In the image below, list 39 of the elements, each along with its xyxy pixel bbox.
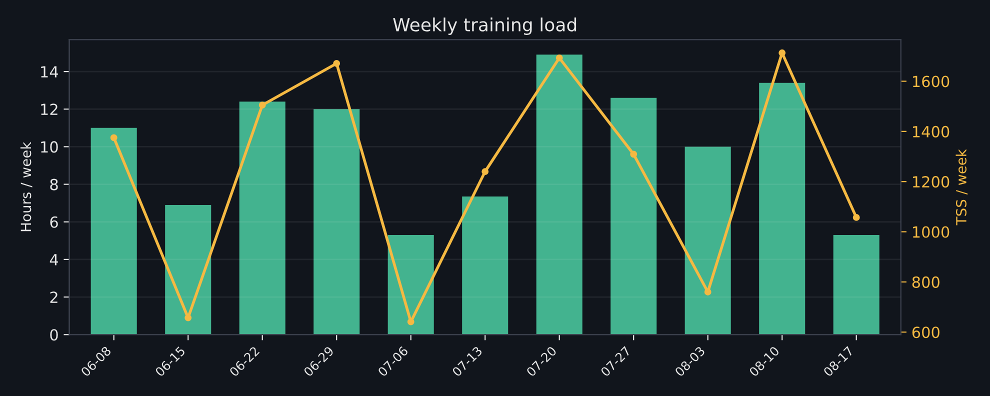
y2-tick-label: 1200	[912, 176, 950, 188]
point	[630, 150, 638, 158]
point	[778, 49, 786, 56]
chart-title: Weekly training load	[393, 18, 576, 36]
point	[704, 288, 712, 296]
point	[852, 214, 860, 221]
bar	[239, 102, 286, 335]
bar	[536, 54, 582, 335]
bar	[90, 128, 137, 335]
point	[556, 54, 563, 62]
bar	[462, 196, 508, 335]
point	[258, 102, 266, 109]
point	[407, 318, 414, 326]
y2-tick-label: 1000	[912, 226, 950, 238]
y2-tick-label: 800	[912, 276, 940, 288]
y2-tick-label: 1600	[912, 76, 950, 88]
bar	[610, 98, 657, 335]
point	[110, 134, 118, 142]
y-tick-label: 0	[50, 329, 58, 341]
y-tick-label: 4	[50, 254, 58, 266]
bar	[684, 146, 731, 335]
y-tick-label: 6	[50, 216, 58, 228]
bar	[165, 204, 212, 335]
y2-axis-title: TSS / week	[956, 149, 968, 226]
point	[482, 168, 489, 176]
y-tick-label: 8	[50, 178, 58, 190]
y-tick-label: 12	[41, 104, 58, 115]
y2-tick-label: 600	[912, 326, 940, 338]
bar	[314, 109, 360, 335]
y-tick-label: 10	[41, 141, 58, 153]
bar	[388, 235, 434, 335]
point	[333, 60, 340, 67]
y-tick-label: 2	[50, 292, 58, 303]
y-axis-title: Hours / week	[20, 142, 32, 232]
bar	[759, 82, 806, 335]
bar	[833, 235, 880, 335]
y-tick-label: 14	[41, 66, 58, 78]
point	[184, 314, 192, 322]
y2-tick-label: 1400	[912, 126, 950, 138]
